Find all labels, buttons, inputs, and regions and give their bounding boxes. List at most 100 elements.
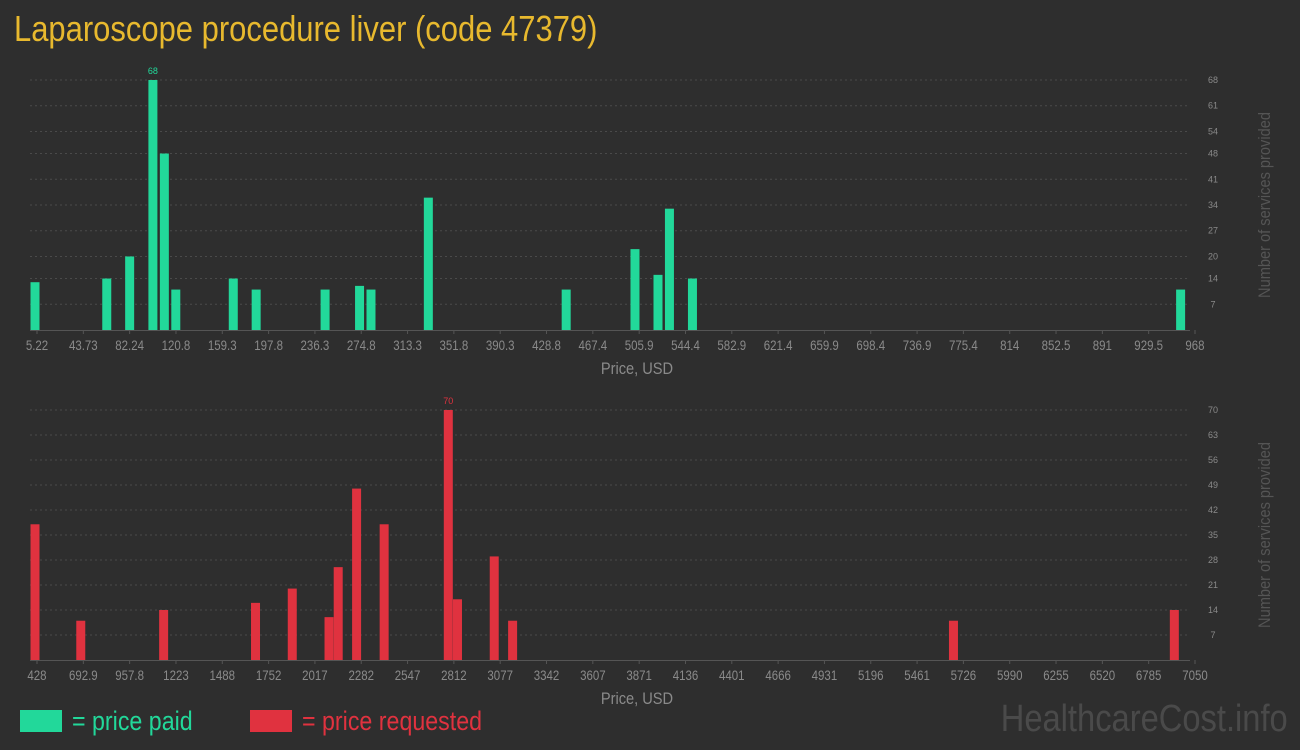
paid-y-tick-label: 41 <box>1208 174 1218 184</box>
requested-x-tick-label: 5726 <box>951 667 977 683</box>
requested-x-tick-label: 4136 <box>673 667 699 683</box>
paid-bar <box>159 153 169 330</box>
paid-bar <box>171 289 181 330</box>
paid-x-tick-label: 82.24 <box>115 337 144 353</box>
requested-bar <box>1169 610 1179 660</box>
paid-bar <box>148 80 158 330</box>
requested-x-axis-label: Price, USD <box>601 690 673 708</box>
requested-x-tick-label: 3342 <box>534 667 560 683</box>
paid-max-label: 68 <box>148 66 158 76</box>
requested-x-tick-label: 5196 <box>858 667 884 683</box>
requested-x-tick-label: 5990 <box>997 667 1023 683</box>
requested-bar <box>30 524 40 660</box>
requested-y-tick-label: 35 <box>1208 530 1218 540</box>
paid-x-tick-label: 775.4 <box>949 337 978 353</box>
paid-x-tick-label: 505.9 <box>625 337 654 353</box>
paid-bar <box>228 278 238 330</box>
requested-y-tick-label: 21 <box>1208 580 1218 590</box>
paid-x-tick-label: 891 <box>1093 337 1112 353</box>
requested-y-tick-label: 56 <box>1208 455 1218 465</box>
requested-bar <box>948 620 958 660</box>
paid-y-tick-label: 7 <box>1210 299 1215 309</box>
requested-x-tick-label: 5461 <box>904 667 930 683</box>
requested-bar <box>489 556 499 660</box>
paid-bar <box>630 249 640 330</box>
paid-y-axis-label: Number of services provided <box>1256 112 1274 298</box>
paid-bar <box>102 278 112 330</box>
requested-x-tick-label: 6520 <box>1090 667 1116 683</box>
paid-bar <box>687 278 697 330</box>
requested-bar <box>352 488 362 660</box>
legend-requested-swatch <box>250 710 292 732</box>
requested-bar <box>159 610 169 660</box>
requested-bar <box>379 524 389 660</box>
paid-x-tick-label: 929.5 <box>1134 337 1163 353</box>
requested-x-tick-label: 4931 <box>812 667 838 683</box>
paid-x-axis-label: Price, USD <box>601 360 673 378</box>
paid-x-tick-label: 621.4 <box>764 337 793 353</box>
paid-x-tick-label: 736.9 <box>903 337 932 353</box>
requested-bar <box>333 567 343 660</box>
paid-bar <box>355 285 365 330</box>
paid-x-tick-label: 120.8 <box>162 337 191 353</box>
requested-x-tick-label: 3871 <box>626 667 652 683</box>
watermark: HealthcareCost.info <box>1000 698 1288 740</box>
paid-y-tick-label: 54 <box>1208 126 1218 136</box>
requested-x-tick-label: 3077 <box>487 667 513 683</box>
paid-bar <box>251 289 261 330</box>
paid-x-tick-label: 698.4 <box>856 337 885 353</box>
requested-y-tick-label: 42 <box>1208 505 1218 515</box>
requested-bar <box>76 620 86 660</box>
requested-x-tick-label: 2547 <box>395 667 421 683</box>
paid-x-tick-label: 659.9 <box>810 337 839 353</box>
paid-x-tick-label: 313.3 <box>393 337 422 353</box>
requested-y-tick-label: 14 <box>1208 605 1218 615</box>
requested-x-tick-label: 2282 <box>348 667 374 683</box>
requested-y-axis-label: Number of services provided <box>1256 442 1274 628</box>
paid-x-tick-label: 428.8 <box>532 337 561 353</box>
paid-x-tick-label: 197.8 <box>254 337 283 353</box>
paid-x-tick-label: 582.9 <box>717 337 746 353</box>
paid-bar <box>30 282 40 330</box>
requested-bar <box>508 620 518 660</box>
requested-x-tick-label: 1223 <box>163 667 189 683</box>
paid-x-tick-label: 5.22 <box>26 337 48 353</box>
paid-y-tick-label: 27 <box>1208 226 1218 236</box>
paid-x-tick-label: 274.8 <box>347 337 376 353</box>
paid-y-tick-label: 14 <box>1208 274 1218 284</box>
requested-bar <box>251 602 261 660</box>
chart-title: Laparoscope procedure liver (code 47379) <box>14 8 598 49</box>
paid-bar <box>125 256 135 330</box>
price-paid-chart: 7 14 20 27 34 41 48 54 61 68 5.22 43.73 82.24 120.8 15… <box>26 66 1274 378</box>
paid-y-tick-label: 48 <box>1208 149 1218 159</box>
paid-bar <box>664 208 674 330</box>
requested-x-tick-label: 2812 <box>441 667 467 683</box>
paid-x-tick-label: 390.3 <box>486 337 515 353</box>
paid-x-tick-label: 467.4 <box>578 337 607 353</box>
requested-y-tick-label: 28 <box>1208 555 1218 565</box>
paid-bar <box>561 289 571 330</box>
requested-bar <box>324 617 334 660</box>
requested-x-tick-label: 4401 <box>719 667 745 683</box>
paid-y-tick-label: 20 <box>1208 251 1218 261</box>
requested-bar <box>443 410 453 660</box>
requested-bar <box>287 588 297 660</box>
requested-x-tick-label: 957.8 <box>115 667 144 683</box>
paid-bar <box>366 289 376 330</box>
paid-y-tick-label: 34 <box>1208 200 1218 210</box>
paid-bar <box>423 197 433 330</box>
requested-bar <box>452 599 462 660</box>
legend-price-requested: = price requested <box>250 703 511 739</box>
requested-x-tick-label: 1752 <box>256 667 282 683</box>
paid-x-tick-label: 852.5 <box>1042 337 1071 353</box>
requested-y-tick-label: 63 <box>1208 430 1218 440</box>
requested-x-tick-label: 3607 <box>580 667 606 683</box>
price-requested-chart: 7 14 21 28 35 42 49 56 63 70 428 692.9 957.8 1223 1488… <box>27 396 1274 708</box>
requested-x-tick-label: 2017 <box>302 667 328 683</box>
requested-x-tick-label: 428 <box>27 667 46 683</box>
paid-x-tick-label: 43.73 <box>69 337 98 353</box>
legend-requested-label: = price requested <box>302 705 483 736</box>
paid-x-tick-label: 544.4 <box>671 337 700 353</box>
paid-x-tick-label: 159.3 <box>208 337 237 353</box>
paid-bar <box>320 289 330 330</box>
